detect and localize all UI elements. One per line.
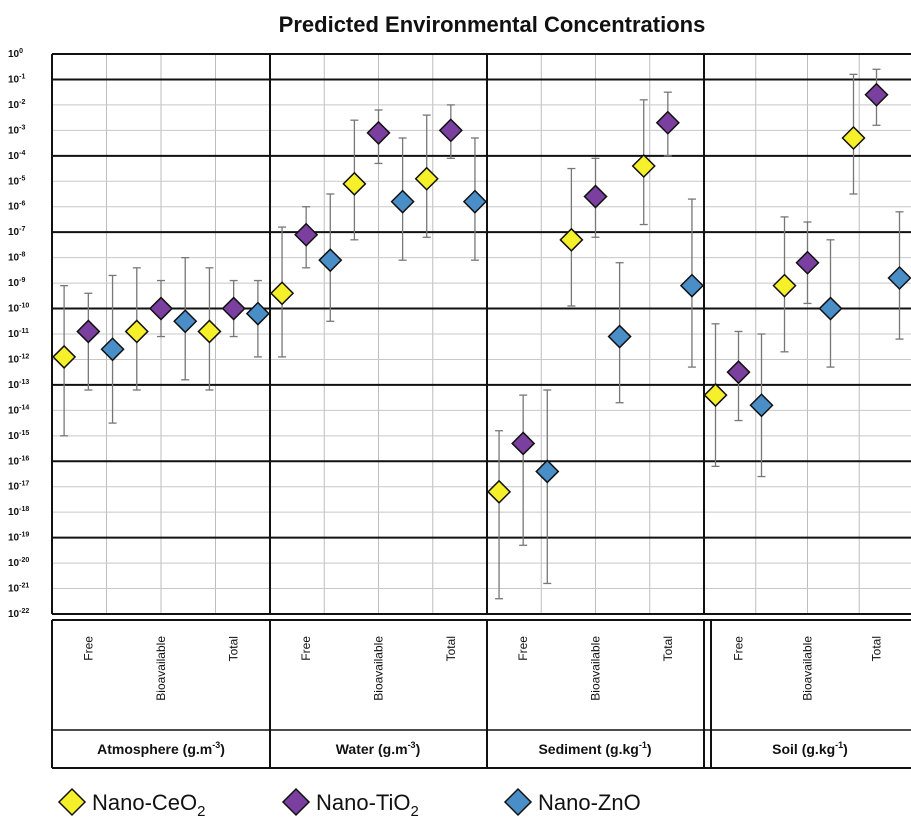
y-tick-label: 10-20 — [8, 557, 29, 569]
y-tick-label: 10-14 — [8, 404, 29, 416]
data-point-marker — [148, 296, 174, 321]
y-tick-label: 10-6 — [8, 201, 25, 213]
data-point-marker — [887, 265, 911, 291]
y-tick-label: 10-15 — [8, 430, 29, 442]
data-point-marker — [486, 479, 512, 504]
legend-marker — [503, 787, 533, 817]
data-point-marker — [535, 459, 560, 484]
data-point-marker — [655, 110, 680, 135]
category-tick-label: Bioavailable — [372, 636, 386, 701]
compartment-label: Water (g.m-3) — [336, 740, 421, 757]
y-tick-label: 10-1 — [8, 73, 25, 85]
data-point-marker — [221, 296, 246, 321]
y-tick-label: 10-18 — [8, 506, 29, 518]
y-tick-label: 10-10 — [8, 303, 29, 315]
data-point-marker — [124, 319, 149, 344]
y-tick-label: 100 — [8, 48, 23, 60]
data-point-marker — [197, 319, 222, 344]
legend: Nano-CeO2 Nano-TiO2 Nano-ZnO — [57, 787, 641, 820]
data-point-marker — [795, 250, 820, 275]
data-point-marker — [841, 125, 866, 151]
legend-marker — [57, 787, 87, 817]
error-bar — [495, 430, 504, 600]
legend-label: Nano-ZnO — [538, 790, 641, 815]
data-point-marker — [583, 184, 608, 209]
data-point-marker — [726, 360, 751, 385]
x-axis-category-table: Free Bioavailable Total Atmosphere (g.m-3) F… — [51, 619, 911, 769]
error-bar — [519, 394, 528, 546]
y-tick-label: 10-22 — [8, 608, 29, 620]
data-point-marker — [864, 82, 889, 107]
y-tick-label: 10-19 — [8, 532, 29, 544]
y-tick-label: 10-4 — [8, 150, 25, 162]
minor-gridlines — [52, 53, 911, 615]
data-point-marker — [511, 431, 536, 456]
chart-title: Predicted Environmental Concentrations — [279, 12, 706, 37]
y-tick-label: 10-11 — [8, 328, 29, 340]
data-point-marker — [703, 383, 728, 408]
y-tick-label: 10-7 — [8, 226, 25, 238]
category-tick-label: Free — [516, 636, 530, 661]
data-point-marker — [559, 227, 584, 252]
category-tick-label: Total — [870, 636, 884, 661]
data-point-marker — [294, 222, 319, 247]
y-tick-label: 10-16 — [8, 455, 29, 467]
y-tick-label: 10-5 — [8, 175, 25, 187]
data-point-marker — [438, 118, 463, 143]
y-tick-label: 10-13 — [8, 379, 29, 391]
data-point-marker — [269, 281, 295, 306]
data-point-marker — [607, 324, 632, 349]
y-tick-label: 10-21 — [8, 583, 29, 595]
category-tick-label: Free — [299, 636, 313, 661]
data-point-marker — [366, 120, 391, 145]
y-tick-label: 10-8 — [8, 252, 25, 264]
category-tick-label: Total — [444, 636, 458, 661]
data-point-marker — [76, 319, 101, 344]
compartment-label: Atmosphere (g.m-3) — [97, 740, 225, 757]
y-tick-label: 10-2 — [8, 99, 25, 111]
data-point-marker — [818, 296, 843, 321]
error-bar — [543, 389, 552, 585]
category-tick-label: Free — [81, 636, 95, 661]
y-axis-tick-labels: 100 10-1 10-2 10-3 10-4 10-5 10-6 10-7 10-8 10-9 1… — [8, 48, 29, 620]
legend-item: Nano-ZnO — [503, 787, 641, 817]
legend-item: Nano-TiO2 — [281, 787, 419, 820]
data-point-marker — [342, 171, 367, 196]
category-tick-label: Bioavailable — [801, 636, 815, 701]
data-point-marker — [245, 301, 270, 326]
legend-marker — [281, 787, 311, 817]
legend-item: Nano-CeO2 — [57, 787, 206, 820]
data-point-marker — [772, 273, 797, 298]
data-point-marker — [173, 309, 198, 334]
y-tick-label: 10-9 — [8, 277, 25, 289]
legend-label: Nano-CeO2 — [92, 790, 206, 820]
compartment-label: Sediment (g.kg-1) — [538, 740, 651, 757]
legend-label: Nano-TiO2 — [316, 790, 419, 820]
data-point-marker — [390, 189, 415, 214]
data-point-marker — [318, 248, 343, 273]
y-tick-label: 10-3 — [8, 124, 25, 136]
data-point-marker — [631, 153, 656, 179]
major-gridlines — [51, 53, 911, 615]
y-tick-label: 10-12 — [8, 353, 29, 365]
data-point-marker — [462, 189, 488, 214]
data-point-marker — [100, 337, 125, 362]
data-point-marker — [52, 344, 77, 369]
y-tick-label: 10-17 — [8, 481, 29, 493]
compartment-label: Soil (g.kg-1) — [772, 740, 848, 757]
category-tick-label: Free — [732, 636, 746, 661]
category-tick-label: Total — [661, 636, 675, 661]
category-tick-label: Bioavailable — [154, 636, 168, 701]
data-point-marker — [414, 166, 439, 191]
category-tick-label: Total — [227, 636, 241, 661]
data-point-marker — [749, 393, 774, 418]
category-tick-label: Bioavailable — [589, 636, 603, 701]
data-markers — [52, 82, 911, 504]
data-point-marker — [679, 273, 705, 298]
